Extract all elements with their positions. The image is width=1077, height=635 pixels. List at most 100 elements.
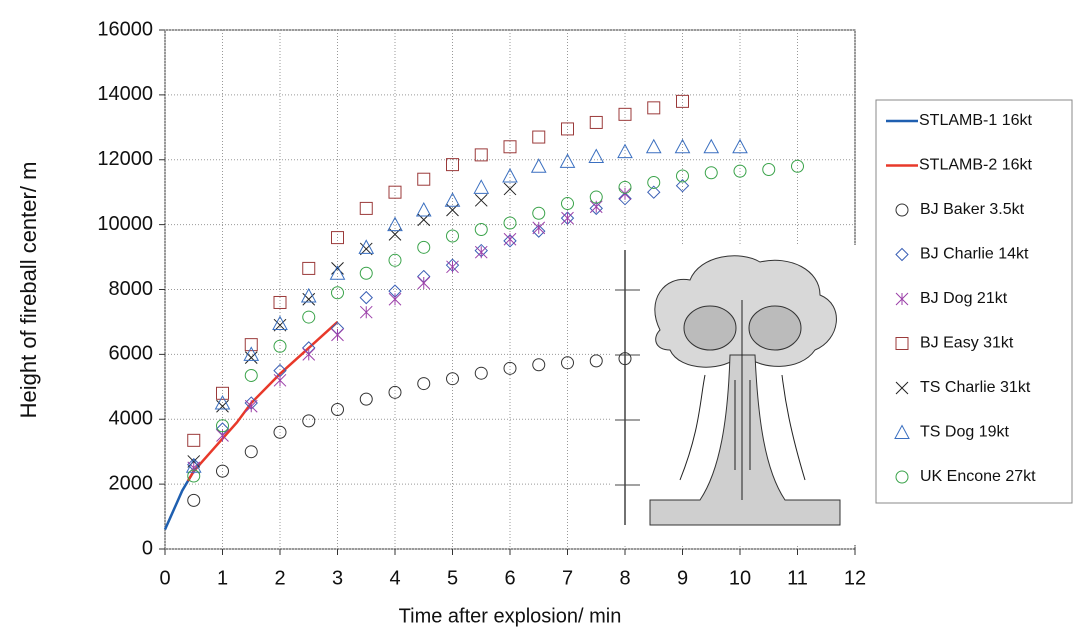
point — [417, 240, 431, 254]
x-tick-label: 4 — [389, 567, 400, 589]
series-line — [163, 463, 201, 531]
y-tick-label: 4000 — [109, 408, 154, 430]
y-tick-label: 14000 — [97, 83, 153, 105]
point — [791, 159, 804, 173]
x-tick-label: 3 — [332, 567, 343, 589]
point — [273, 425, 287, 439]
legend-label: TS Charlie 31kt — [920, 379, 1031, 396]
legend-label: BJ Baker 3.5kt — [920, 201, 1025, 218]
point — [503, 182, 517, 196]
point — [474, 148, 488, 162]
point — [388, 185, 402, 199]
y-tick-label: 8000 — [109, 278, 154, 300]
point — [331, 328, 344, 342]
point — [358, 239, 375, 254]
point — [244, 445, 258, 459]
point — [474, 366, 488, 380]
point — [675, 178, 690, 193]
inset-stem — [649, 354, 841, 526]
point — [244, 368, 258, 382]
mushroom-cloud-illustration — [612, 245, 870, 545]
point — [733, 164, 747, 178]
point — [446, 372, 459, 386]
point — [302, 414, 316, 428]
x-tick-label: 6 — [504, 567, 515, 589]
point — [187, 493, 201, 507]
point — [273, 339, 287, 353]
point — [589, 190, 603, 204]
point — [676, 169, 689, 183]
point — [618, 352, 632, 366]
point — [446, 260, 459, 274]
point — [532, 221, 546, 235]
point — [359, 392, 373, 406]
x-tick-label: 0 — [159, 567, 170, 589]
point — [388, 253, 402, 267]
point — [244, 351, 258, 364]
y-tick-label: 6000 — [109, 343, 154, 365]
x-tick-label: 12 — [844, 567, 866, 589]
x-tick-label: 2 — [274, 567, 285, 589]
point — [302, 348, 316, 361]
legend-label: BJ Easy 31kt — [920, 335, 1014, 352]
x-tick-label: 11 — [787, 567, 808, 589]
point — [532, 358, 546, 372]
point — [417, 377, 431, 391]
legend-label: TS Dog 19kt — [920, 424, 1009, 441]
point — [561, 122, 574, 136]
y-tick-label: 16000 — [97, 18, 153, 40]
point — [503, 232, 517, 246]
point — [561, 197, 574, 211]
legend-marker — [895, 292, 909, 306]
legend-marker — [895, 203, 909, 217]
x-tick-label: 1 — [217, 567, 228, 589]
point — [302, 292, 316, 306]
point — [331, 286, 344, 300]
point — [674, 138, 691, 154]
point — [415, 201, 432, 217]
point — [532, 130, 546, 144]
point — [561, 356, 574, 370]
point — [302, 261, 316, 275]
inset-vortex — [748, 305, 802, 351]
point — [446, 158, 459, 172]
series-line — [186, 321, 339, 482]
x-tick-label: 10 — [729, 567, 751, 589]
point — [473, 179, 490, 194]
point — [559, 153, 576, 168]
point — [703, 138, 720, 154]
point — [214, 394, 231, 410]
point — [762, 162, 776, 176]
legend-marker — [895, 470, 909, 484]
point — [647, 101, 661, 115]
point — [331, 231, 344, 245]
point — [532, 206, 546, 220]
point — [474, 193, 488, 207]
legend-marker — [894, 424, 910, 439]
point — [618, 107, 632, 121]
point — [704, 166, 718, 180]
point — [244, 399, 258, 413]
inset-flow-arrows — [679, 300, 806, 500]
point — [359, 266, 373, 280]
y-tick-label: 0 — [142, 537, 153, 559]
point — [446, 229, 459, 243]
point — [502, 167, 518, 183]
point — [647, 185, 661, 199]
point — [388, 292, 402, 306]
legend-marker — [895, 381, 909, 395]
point — [359, 290, 373, 305]
point — [359, 305, 373, 319]
legend-box — [875, 99, 1073, 504]
point — [617, 143, 633, 159]
point — [187, 469, 201, 483]
point — [216, 386, 229, 400]
point — [588, 148, 605, 164]
point — [417, 172, 431, 186]
point — [589, 201, 603, 216]
point — [216, 464, 229, 478]
legend-marker — [895, 337, 909, 350]
point — [618, 180, 632, 194]
legend-marker — [895, 247, 909, 262]
